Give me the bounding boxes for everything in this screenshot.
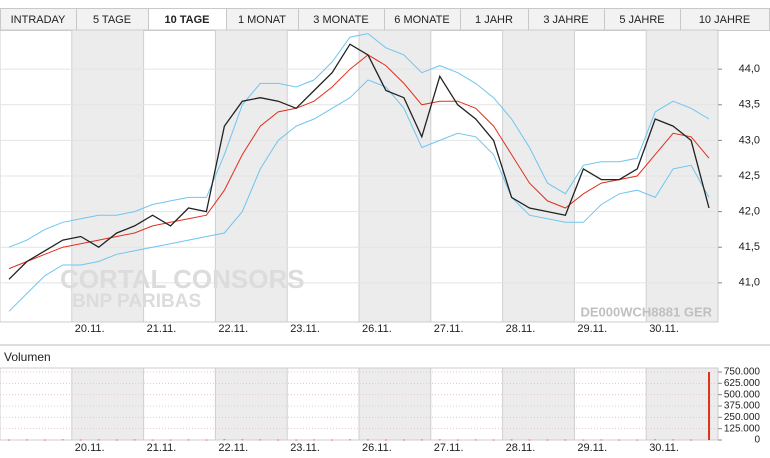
x-tick-label: 23.11. (290, 323, 320, 335)
tab-label[interactable]: 10 TAGE (164, 14, 209, 26)
x-tick-label: 23.11. (290, 442, 320, 454)
volume-bar (492, 439, 495, 441)
tab-label[interactable]: 6 MONATE (394, 14, 449, 26)
day-shade (502, 368, 575, 440)
x-tick-label: 20.11. (75, 323, 105, 335)
price-line (8, 43, 710, 280)
tab-bar: INTRADAY 5 TAGE 10 TAGE 1 MONAT 3 MONATE 6 MO… (0, 8, 770, 31)
y-tick-label: 43,5 (739, 99, 760, 111)
volume-bar (456, 439, 459, 441)
volume-bar (25, 439, 28, 441)
price-line (8, 54, 710, 270)
x-tick-label: 26.11. (362, 442, 392, 454)
tab-label[interactable]: 1 MONAT (238, 14, 286, 26)
y-tick-label: 42,5 (739, 170, 760, 182)
volume-bar (43, 439, 46, 441)
volume-bar (402, 439, 405, 441)
volume-bar (708, 371, 711, 440)
volume-bar (115, 439, 118, 441)
watermark: CORTAL CONSORS (60, 264, 305, 294)
x-tick-label: 28.11. (506, 442, 536, 454)
volume-bar (79, 439, 82, 441)
volume-bar (618, 439, 621, 441)
tab-label[interactable]: 3 MONATE (313, 14, 368, 26)
volume-bar (672, 439, 675, 441)
volume-bar (654, 439, 657, 441)
volume-bar (259, 439, 262, 441)
day-shade (646, 368, 718, 440)
panel-title: Volumen (4, 350, 51, 364)
volume-bar (636, 439, 639, 441)
watermark: BNP PARIBAS (72, 291, 201, 312)
y-tick-label: 41,5 (739, 241, 760, 253)
volume-bar (546, 439, 549, 441)
volume-bar (438, 439, 441, 441)
price-line (8, 33, 710, 248)
volume-bar (420, 439, 423, 441)
volume-bar (600, 439, 603, 441)
x-tick-label: 30.11. (649, 323, 679, 335)
volume-bar (97, 439, 100, 441)
y-tick-label: 42,0 (739, 206, 760, 218)
volume-bar (187, 439, 190, 441)
volume-bar (564, 439, 567, 441)
volume-bar (528, 439, 531, 441)
volume-bar (169, 439, 172, 441)
volume-bar (277, 439, 280, 441)
y-tick-label: 500.000 (724, 389, 761, 400)
volume-bar (7, 439, 10, 441)
x-tick-label: 21.11. (147, 323, 177, 335)
x-tick-label: 22.11. (218, 442, 248, 454)
x-tick-label: 29.11. (577, 323, 607, 335)
x-tick-label: 26.11. (362, 323, 392, 335)
y-tick-label: 750.000 (724, 367, 761, 378)
tab-label[interactable]: 5 TAGE (93, 14, 131, 26)
y-tick-label: 43,0 (739, 134, 760, 146)
x-tick-label: 21.11. (147, 442, 177, 454)
volume-bar (582, 439, 585, 441)
y-tick-label: 125.000 (724, 423, 761, 434)
volume-bar (474, 439, 477, 441)
instrument-id: DE000WCH8881 GER (581, 304, 713, 319)
tab-label[interactable]: 5 JAHRE (619, 14, 664, 26)
day-shade (215, 368, 288, 440)
tab-label[interactable]: 3 JAHRE (543, 14, 588, 26)
price-line (8, 79, 710, 312)
volume-bar (61, 439, 64, 441)
volume-bar (133, 439, 136, 441)
y-tick-label: 375.000 (724, 401, 761, 412)
volume-bar (313, 439, 316, 441)
volume-bar (151, 439, 154, 441)
volume-bar (349, 439, 352, 441)
y-tick-label: 625.000 (724, 378, 761, 389)
volume-bar (241, 439, 244, 441)
plot-frame (0, 367, 719, 441)
x-tick-label: 28.11. (506, 323, 536, 335)
volume-bar (331, 439, 334, 441)
x-tick-label: 27.11. (434, 442, 464, 454)
volume-bar (205, 439, 208, 441)
volume-bar (510, 439, 513, 441)
x-tick-label: 20.11. (75, 442, 105, 454)
volume-bar (384, 439, 387, 441)
day-shade (71, 368, 144, 440)
x-tick-label: 30.11. (649, 442, 679, 454)
tab-label[interactable]: 10 JAHRE (699, 14, 750, 26)
tab-label[interactable]: 1 JAHR (475, 14, 513, 26)
volume-bar (223, 439, 226, 441)
x-tick-label: 27.11. (434, 323, 464, 335)
volume-bar (295, 439, 298, 441)
volume-bar (690, 439, 693, 441)
day-shade (359, 368, 431, 440)
tab-label[interactable]: INTRADAY (11, 14, 66, 26)
y-tick-label: 41,0 (739, 277, 760, 289)
y-tick-label: 250.000 (724, 412, 761, 423)
y-tick-label: 44,0 (739, 63, 760, 75)
x-tick-label: 22.11. (218, 323, 248, 335)
y-tick-label: 0 (754, 435, 760, 446)
x-tick-label: 29.11. (577, 442, 607, 454)
volume-bar (366, 439, 369, 441)
